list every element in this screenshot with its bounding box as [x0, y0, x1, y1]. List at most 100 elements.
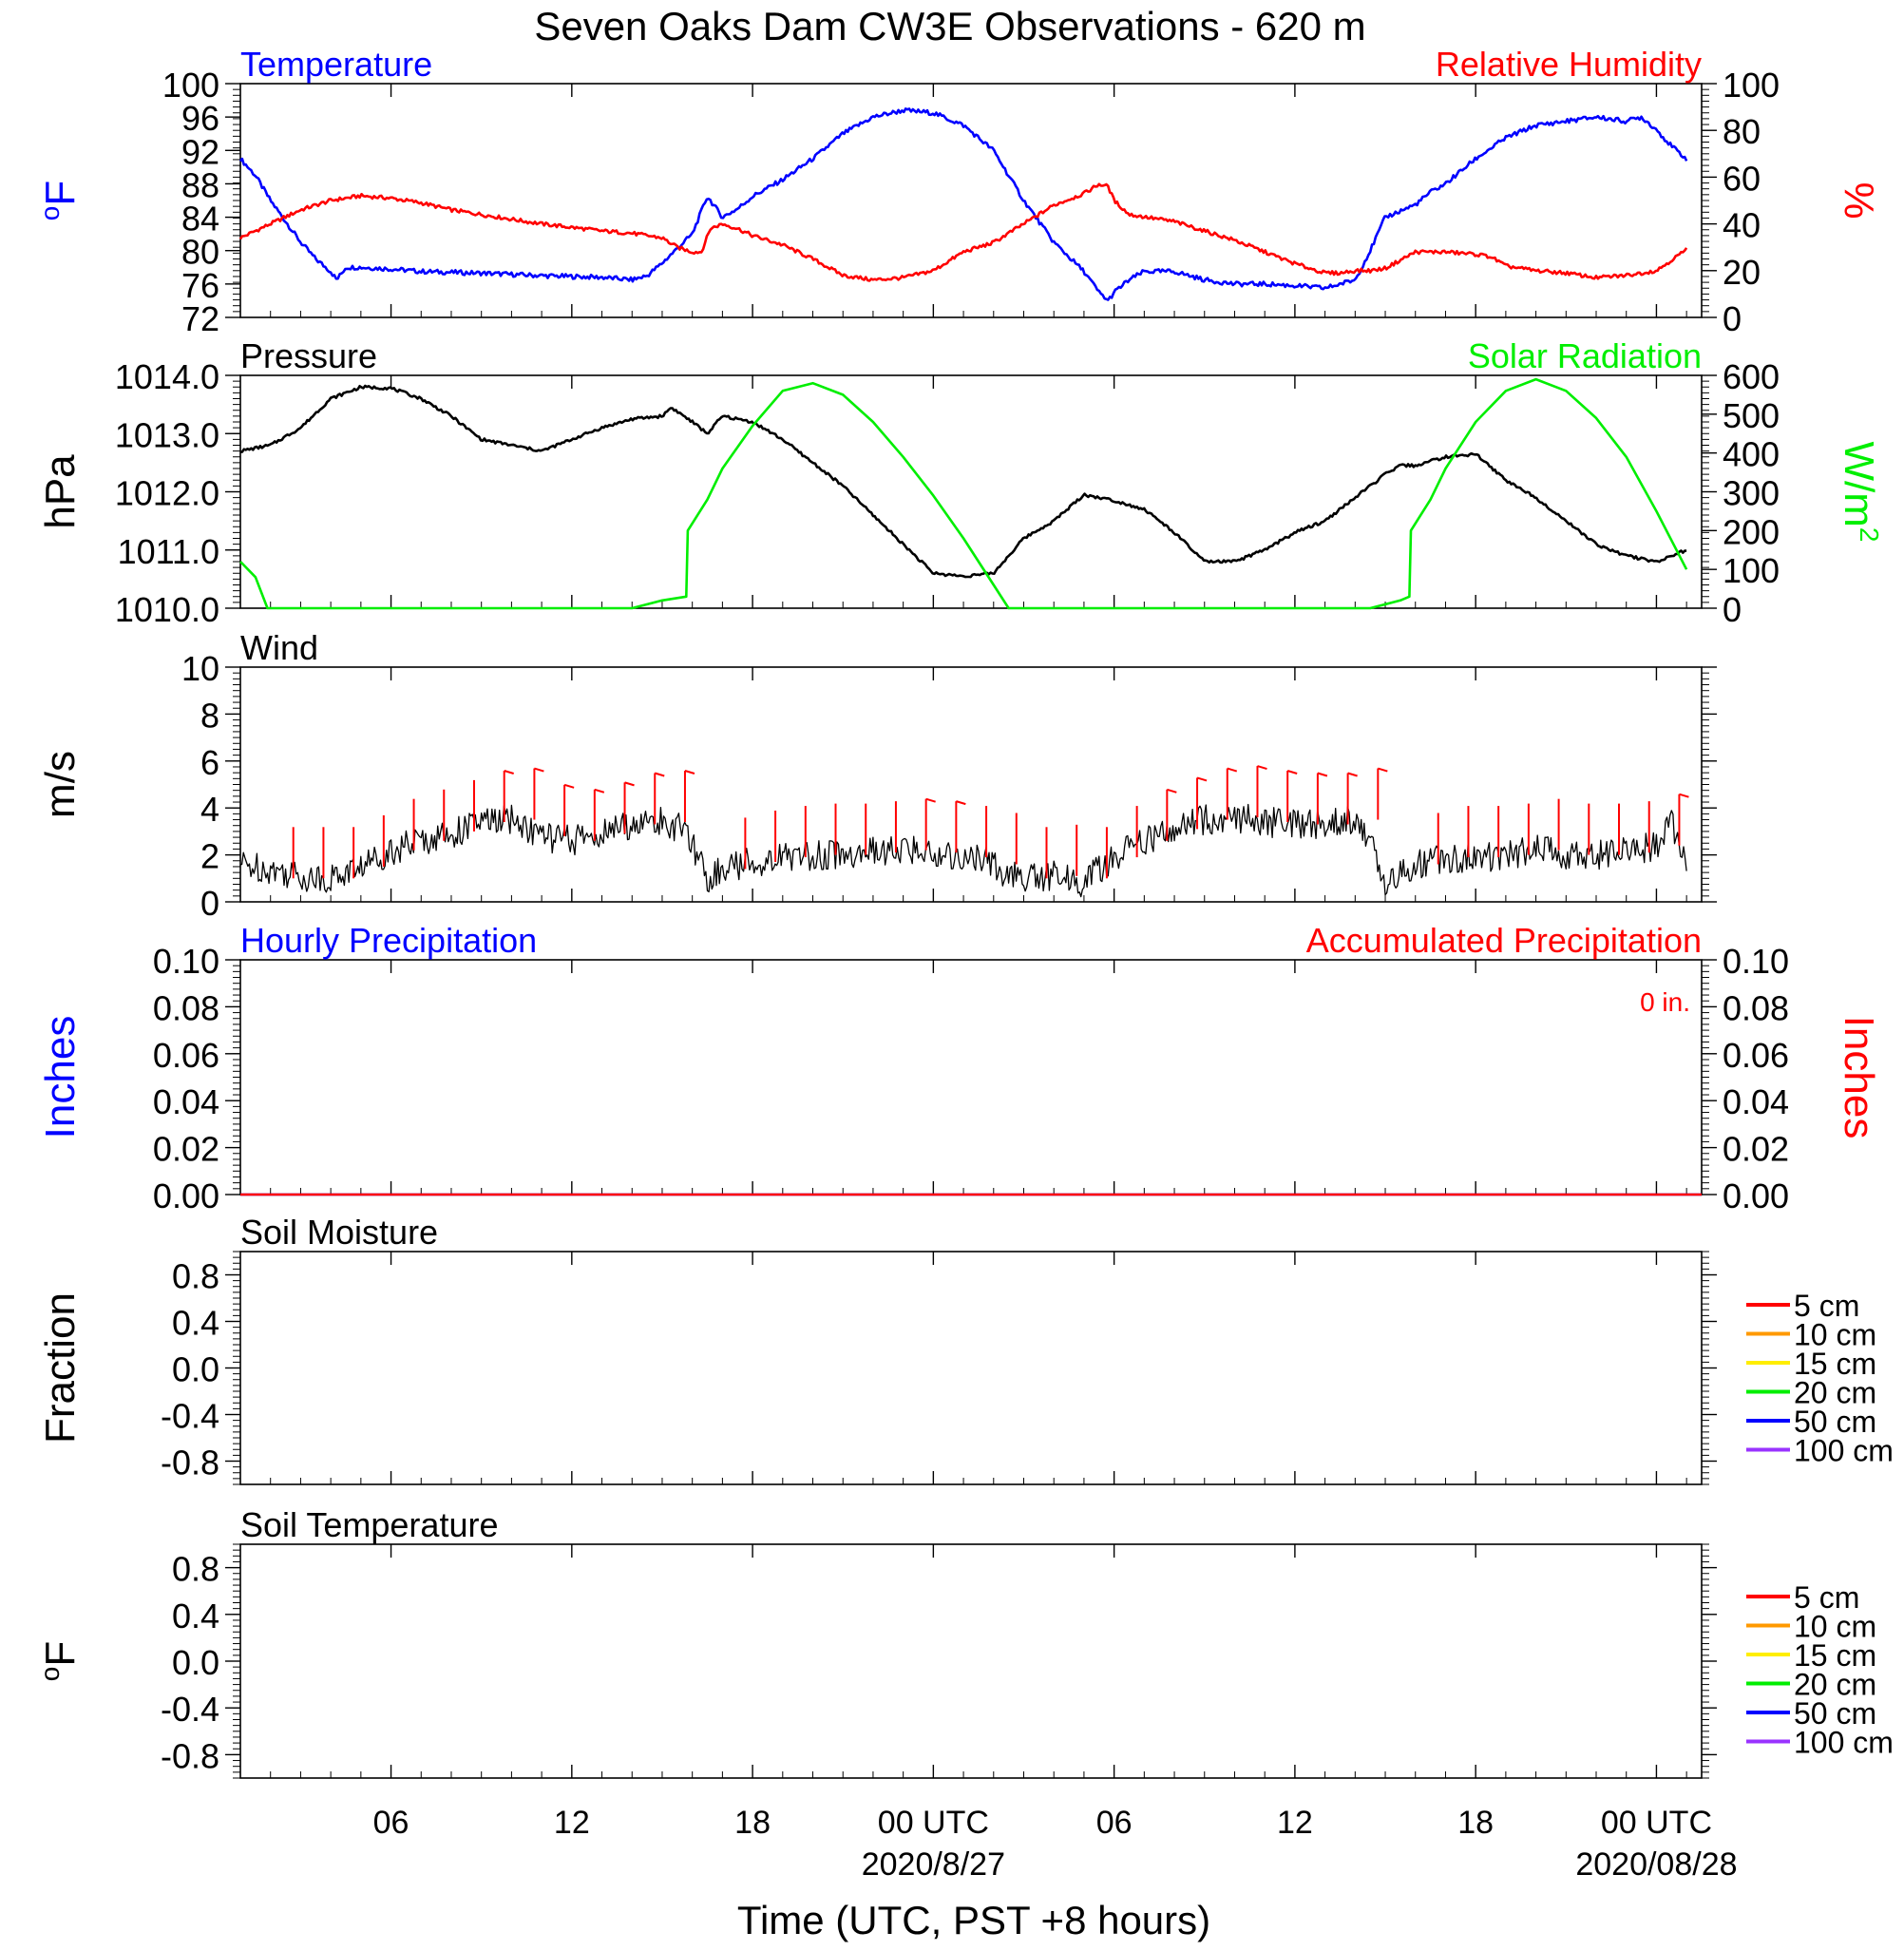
x-axis-label: Time (UTC, PST +8 hours): [737, 1898, 1210, 1942]
panel-3: 0.00 0.02 0.04 0.06 0.08 0.10 0.00 0.02 0.04 0.06…: [37, 921, 1882, 1215]
y-tick-label: 88: [181, 165, 219, 204]
x-tick-label: 18: [734, 1805, 771, 1841]
y-tick-label: 1012.0: [115, 474, 219, 513]
legend-label: 20 cm: [1794, 1668, 1876, 1702]
y-tick-label: 0.4: [172, 1597, 219, 1635]
y-tick-label: 2: [200, 837, 219, 876]
axis-label-text: Fraction: [37, 1292, 84, 1444]
y-axis-label-left: oF: [35, 181, 84, 220]
wind-barb: [1256, 765, 1267, 818]
axis-label-degF: oF: [35, 1641, 84, 1681]
y-axis-label-left: m/s: [37, 751, 84, 818]
y-tick-label: 0.08: [153, 988, 219, 1027]
y-tick-label-right: 0: [1723, 590, 1742, 629]
x-tick-label: 18: [1457, 1805, 1494, 1841]
wind-barb: [924, 797, 936, 851]
y-tick-label: 76: [181, 266, 219, 305]
y-tick-label-right: 600: [1723, 357, 1780, 396]
axis-label-text: hPa: [37, 454, 84, 529]
panel-4: -0.8 -0.4 0.0 0.4 0.8 Soil Moisture Fraction 5 …: [37, 1213, 1894, 1485]
y-tick-label-right: 300: [1723, 474, 1780, 513]
y-tick-label: 8: [200, 696, 219, 735]
axis-label-text: Inches: [1836, 1016, 1882, 1139]
legend-label: 5 cm: [1794, 1289, 1859, 1323]
y-tick-label-right: 0.00: [1723, 1176, 1789, 1215]
y-tick-label-right: 100: [1723, 66, 1780, 105]
wind-barb-feather: [504, 770, 514, 775]
wind-barb: [683, 770, 695, 823]
legend-label: 10 cm: [1794, 1610, 1876, 1644]
y-tick-label: 0.0: [172, 1643, 219, 1682]
axis-label-text: %: [1836, 182, 1882, 219]
y-axis-label-right: W/m2: [1836, 442, 1884, 543]
x-tick-label: 00 UTC: [878, 1805, 989, 1841]
axis-label-degF: oF: [35, 181, 84, 220]
wind-barb-feather: [1167, 788, 1177, 794]
wind-barb: [1316, 772, 1328, 825]
panel-title-left: Soil Moisture: [240, 1213, 438, 1252]
legend-label: 20 cm: [1794, 1376, 1876, 1410]
y-tick-label: 100: [162, 66, 219, 105]
y-axis-label-left: hPa: [37, 454, 84, 529]
wind-barb-feather: [1347, 772, 1358, 777]
y-tick-label-right: 20: [1723, 253, 1761, 292]
plot-frame: [239, 1251, 1703, 1485]
wind-barb: [1678, 793, 1689, 846]
y-tick-label: 0.0: [172, 1350, 219, 1389]
series-temperature: [238, 107, 1688, 301]
wind-barb-feather: [1378, 767, 1388, 773]
y-axis-label-left: oF: [35, 1641, 84, 1681]
y-tick-label: 0.04: [153, 1082, 219, 1121]
wind-barb-feather: [1317, 772, 1328, 777]
wind-barb-feather: [563, 783, 575, 789]
y-tick-label: -0.8: [161, 1736, 219, 1775]
axis-label-wm2: W/m2: [1836, 442, 1884, 543]
wind-barb-feather: [684, 770, 695, 775]
y-tick-label: 0.4: [172, 1304, 219, 1343]
wind-barb: [1377, 767, 1388, 820]
y-tick-label-right: 100: [1723, 551, 1780, 590]
plot-frame: [239, 83, 1703, 318]
legend-label: 100 cm: [1794, 1434, 1894, 1468]
y-tick-label-right: 200: [1723, 512, 1780, 551]
y-tick-label: 96: [181, 99, 219, 138]
wind-barb-feather: [956, 800, 966, 806]
wind-barb: [1166, 788, 1177, 841]
y-tick-label: 80: [181, 233, 219, 272]
y-tick-label: 0.06: [153, 1036, 219, 1075]
wind-barb: [593, 788, 605, 841]
series-pressure: [239, 384, 1687, 579]
y-tick-label: 0.8: [172, 1550, 219, 1589]
legend-label: 100 cm: [1794, 1726, 1894, 1760]
y-tick-label-right: 500: [1723, 396, 1780, 435]
precip-total-annotation: 0 in.: [1640, 987, 1690, 1017]
legend-label: 50 cm: [1794, 1696, 1876, 1731]
legend-label: 15 cm: [1794, 1347, 1876, 1381]
panel-title-left: Wind: [240, 628, 318, 667]
plot-frame: [239, 666, 1703, 903]
axis-label-text: m/s: [37, 751, 84, 818]
panel-title-right: Accumulated Precipitation: [1306, 921, 1702, 960]
wind-barb: [1196, 776, 1208, 830]
y-tick-label-right: 0.02: [1723, 1130, 1789, 1169]
y-tick-label: 10: [181, 649, 219, 688]
panels: 72768084889296100020406080100Temperature…: [35, 45, 1894, 1883]
y-tick-label: 1011.0: [118, 532, 219, 571]
y-tick-label-right: 80: [1723, 112, 1761, 151]
y-tick-label: 0: [200, 884, 219, 923]
wind-barb-feather: [534, 767, 544, 773]
plot-frame: [239, 1543, 1703, 1779]
y-tick-label: 6: [200, 743, 219, 782]
y-tick-label-right: 0: [1723, 299, 1742, 338]
y-tick-label: 1010.0: [115, 590, 219, 629]
y-tick-label-right: 0.04: [1723, 1082, 1789, 1121]
y-axis-label-left: Inches: [37, 1016, 84, 1139]
y-tick-label-right: 0.10: [1723, 942, 1789, 981]
y-tick-label-right: 0.06: [1723, 1036, 1789, 1075]
panel-title-right: Solar Radiation: [1468, 336, 1702, 375]
y-axis-label-right: %: [1836, 182, 1882, 219]
